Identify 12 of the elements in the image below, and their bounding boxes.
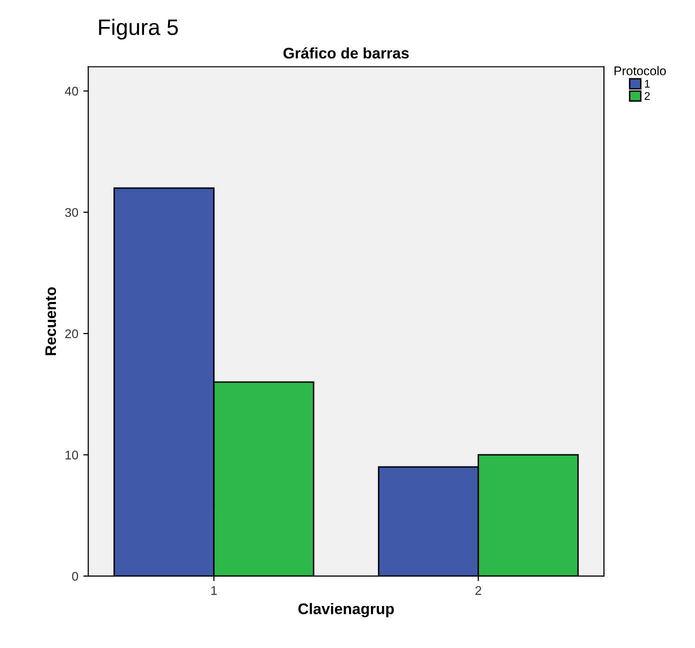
y-tick-label: 20 [65, 329, 78, 338]
text: Figura 5 [99, 18, 178, 40]
x-axis-title: Clavienagrup [298, 603, 394, 618]
y-tick-label: 40 [64, 86, 78, 96]
legend-label: 2 [644, 92, 650, 100]
y-tick-label: 30 [65, 208, 78, 217]
y-tick-label: 0 [72, 572, 78, 581]
legend-label: 1 [644, 80, 650, 88]
legend-title: Protocolo [614, 66, 666, 76]
y-tick-label: 10 [66, 450, 78, 460]
y-axis-title: Recuento [45, 287, 56, 356]
chart-title: Gráfico de barras [283, 47, 409, 59]
